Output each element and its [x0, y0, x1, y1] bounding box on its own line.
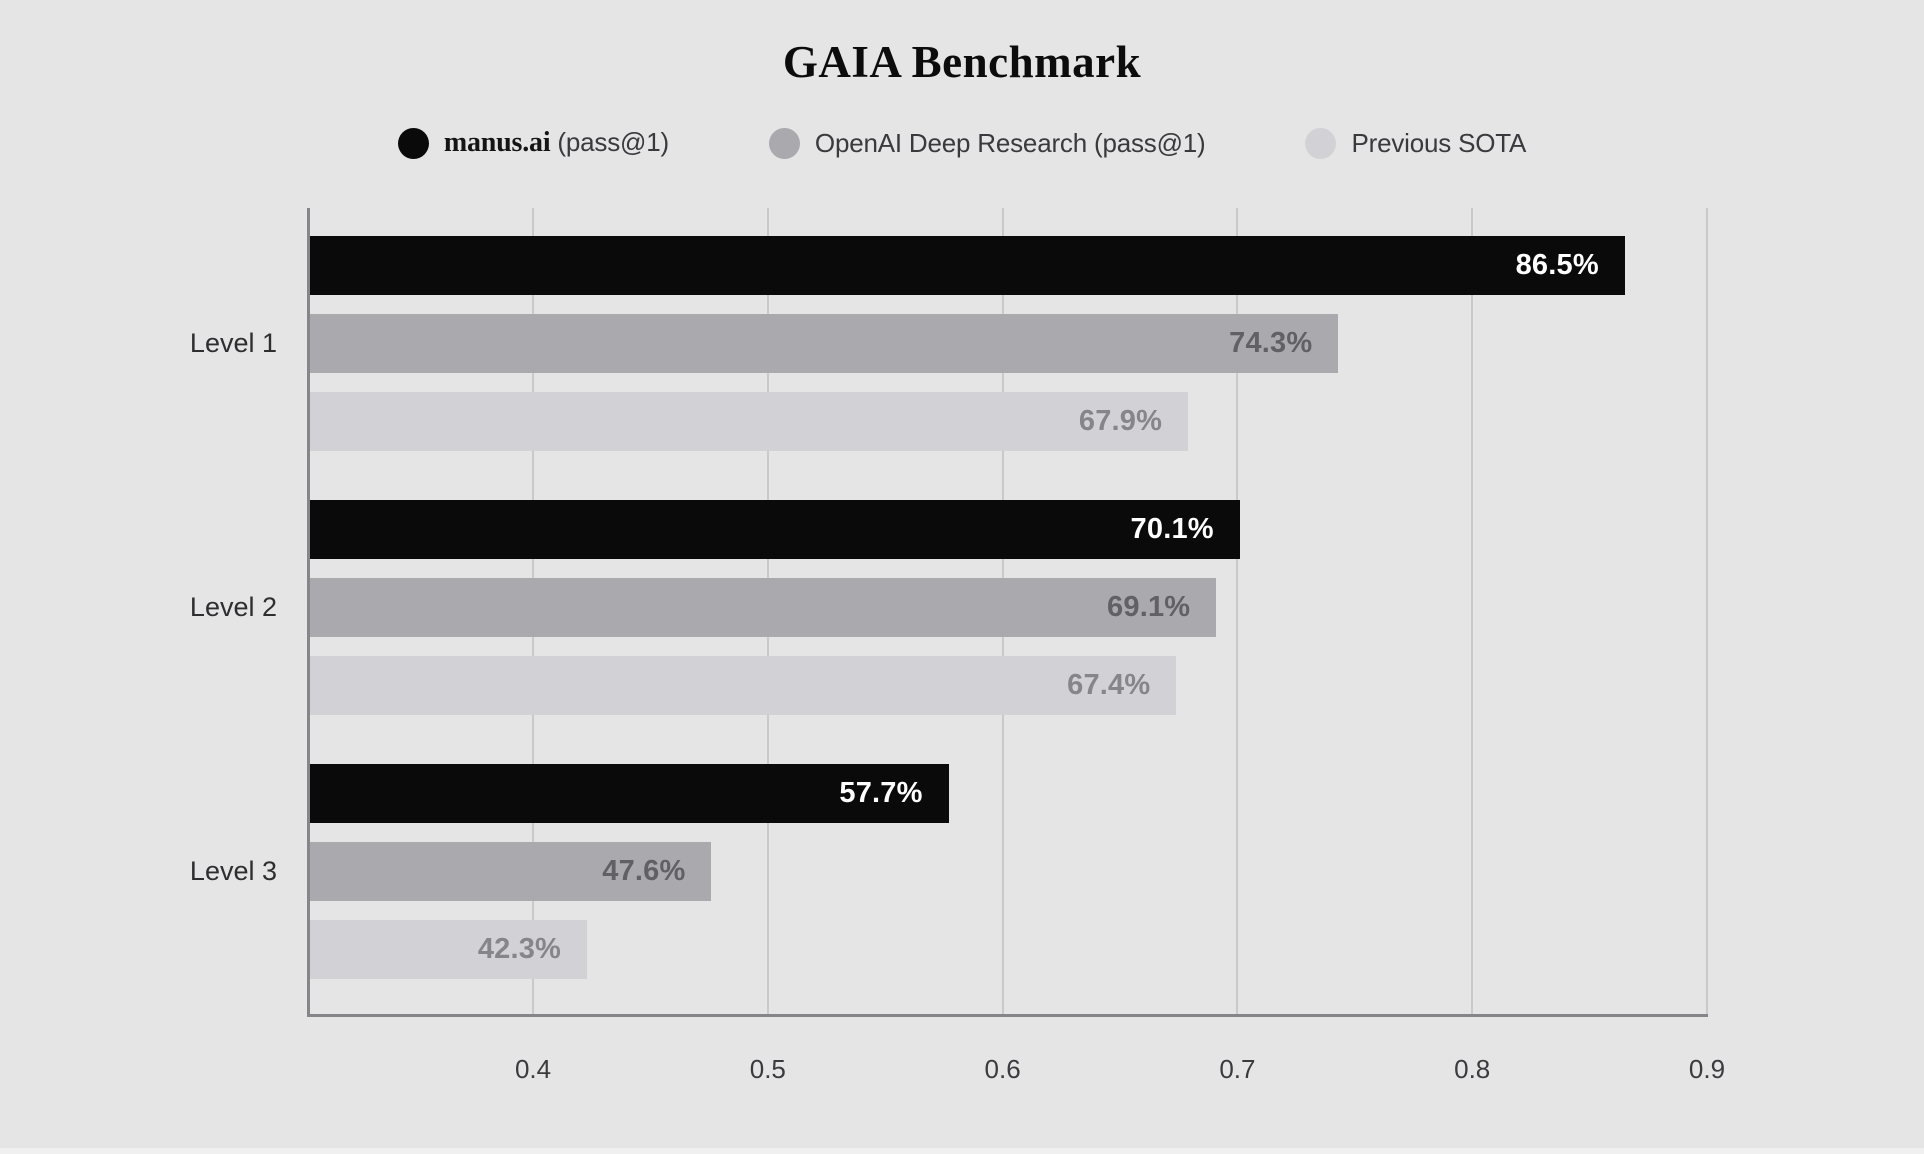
category-label-level-1: Level 1 [189, 328, 277, 358]
chart-title: GAIA Benchmark [782, 37, 1142, 87]
x-tick-label: 0.4 [514, 1054, 552, 1084]
x-axis-line [307, 1014, 1708, 1017]
legend-label: OpenAI Deep Research (pass@1) [814, 127, 1206, 158]
category-label-level-2: Level 2 [189, 592, 277, 622]
bar-level-1-series-0: 86.5% [310, 236, 1625, 295]
bar-value-label: 67.4% [1067, 669, 1151, 701]
legend-dot-icon [397, 127, 429, 159]
legend: manus.ai (pass@1) OpenAI Deep Research (… [0, 122, 1924, 164]
bottom-edge [0, 1148, 1924, 1154]
gridline-0.9 [1706, 208, 1708, 1014]
x-tick-label: 0.8 [1454, 1054, 1491, 1084]
bar-level-3-series-1: 47.6% [310, 842, 712, 901]
x-tick-label: 0.5 [749, 1054, 786, 1084]
bar-level-2-series-1: 69.1% [310, 578, 1217, 637]
x-tick-label: 0.7 [1219, 1054, 1256, 1084]
legend-item-manus: manus.ai (pass@1) [397, 127, 669, 159]
gridline-0.7 [1236, 208, 1239, 1014]
bar-value-label: 47.6% [602, 855, 686, 887]
bar-value-label: 42.3% [477, 933, 562, 965]
y-axis-line [307, 208, 310, 1014]
bar-level-3-series-2: 42.3% [310, 920, 588, 979]
bar-value-label: 67.9% [1078, 405, 1163, 437]
bar-level-2-series-2: 67.4% [310, 656, 1177, 715]
x-tick-label: 0.6 [984, 1054, 1021, 1084]
legend-label: Previous SOTA [1351, 127, 1527, 158]
x-tick-label: 0.9 [1688, 1054, 1726, 1084]
legend-label-rest: (pass@1) [550, 127, 669, 157]
legend-dot-icon [768, 127, 800, 159]
gridline-0.8 [1471, 208, 1474, 1014]
bar-level-2-series-0: 70.1% [310, 500, 1240, 559]
bar-value-label: 70.1% [1130, 513, 1214, 545]
bar-level-1-series-1: 74.3% [310, 314, 1339, 373]
legend-item-openai: OpenAI Deep Research (pass@1) [768, 127, 1206, 159]
bar-value-label: 86.5% [1515, 249, 1599, 281]
bar-value-label: 57.7% [839, 777, 923, 809]
legend-label-serif: manus.ai [443, 127, 551, 158]
bar-level-1-series-2: 67.9% [310, 392, 1189, 451]
legend-item-previous-sota: Previous SOTA [1305, 127, 1527, 159]
bar-level-3-series-0: 57.7% [310, 764, 949, 823]
bar-value-label: 69.1% [1107, 591, 1191, 623]
category-label-level-3: Level 3 [189, 856, 277, 886]
legend-dot-icon [1305, 127, 1337, 159]
bar-value-label: 74.3% [1229, 327, 1313, 359]
